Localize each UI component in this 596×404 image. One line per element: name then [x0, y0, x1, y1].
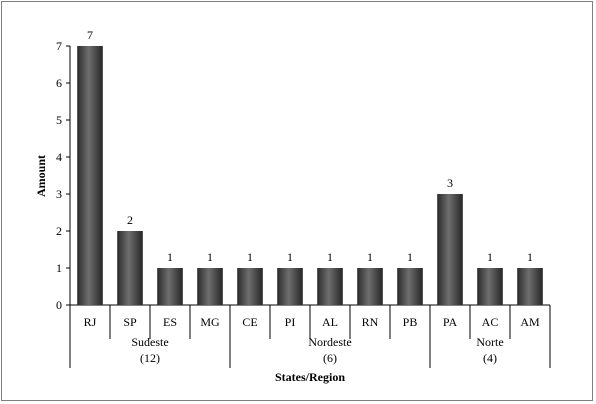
data-label: 1: [167, 250, 173, 264]
bar-al: [317, 268, 343, 305]
plot-area: 0 1 2 3 4 5 6 7 7 RJ 2 SP 1 ES 1 MG 1 CE 1 PI 1 AL 1 RN 1 PB 3 PA 1 A…: [56, 28, 551, 368]
y-tick-label: 4: [56, 150, 62, 164]
bar-ac: [477, 268, 503, 305]
x-tick-label: AM: [520, 315, 540, 329]
bar-rn: [357, 268, 383, 305]
group-label-name: Sudeste: [131, 335, 168, 349]
data-label: 7: [87, 28, 93, 42]
data-label: 1: [287, 250, 293, 264]
y-tick-label: 6: [56, 76, 62, 90]
data-label: 1: [487, 250, 493, 264]
y-tick-label: 7: [56, 39, 62, 53]
group-label-count: (12): [140, 351, 160, 365]
x-tick-label: PI: [285, 315, 296, 329]
y-tick-label: 5: [56, 113, 62, 127]
y-axis-title: Amount: [34, 155, 48, 197]
group-label-count: (4): [483, 351, 497, 365]
x-tick-label: RN: [362, 315, 379, 329]
group-label-name: Norte: [476, 335, 503, 349]
group-label-count: (6): [323, 351, 337, 365]
y-tick-label: 1: [56, 261, 62, 275]
group-label-name: Nordeste: [308, 335, 351, 349]
x-tick-label: RJ: [84, 315, 97, 329]
bar-pb: [397, 268, 423, 305]
data-label: 1: [367, 250, 373, 264]
x-tick-label: CE: [242, 315, 257, 329]
bar-pa: [437, 194, 463, 305]
x-tick-label: SP: [123, 315, 137, 329]
data-label: 1: [247, 250, 253, 264]
data-label: 1: [327, 250, 333, 264]
bar-am: [517, 268, 543, 305]
y-tick-label: 3: [56, 187, 62, 201]
x-tick-label: AC: [482, 315, 499, 329]
x-tick-label: MG: [200, 315, 220, 329]
data-label: 1: [407, 250, 413, 264]
y-tick-label: 2: [56, 224, 62, 238]
data-label: 1: [527, 250, 533, 264]
bar-ce: [237, 268, 263, 305]
bar-sp: [117, 231, 143, 305]
x-tick-label: PB: [403, 315, 418, 329]
bar-es: [157, 268, 183, 305]
data-label: 2: [127, 213, 133, 227]
y-tick-label: 0: [56, 298, 62, 312]
data-label: 1: [207, 250, 213, 264]
bar-pi: [277, 268, 303, 305]
x-tick-label: ES: [163, 315, 177, 329]
data-label: 3: [447, 176, 453, 190]
x-axis-title: States/Region: [275, 370, 345, 384]
x-tick-label: PA: [443, 315, 458, 329]
bar-mg: [197, 268, 223, 305]
x-tick-label: AL: [322, 315, 338, 329]
bar-rj: [77, 46, 103, 305]
